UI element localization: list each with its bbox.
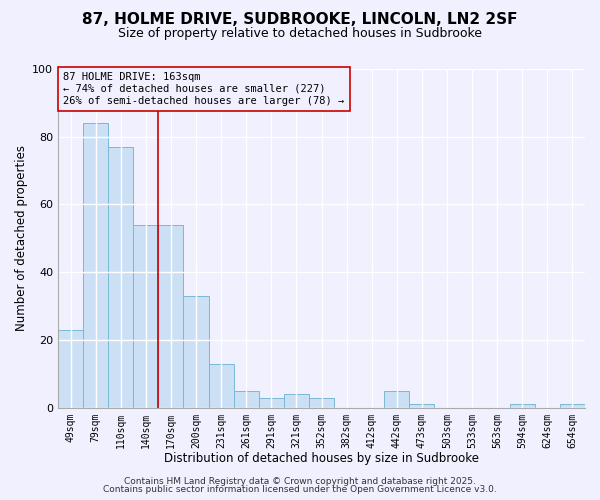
Bar [510,404,535,407]
Bar [259,398,284,407]
Bar [209,364,233,408]
Text: 87, HOLME DRIVE, SUDBROOKE, LINCOLN, LN2 2SF: 87, HOLME DRIVE, SUDBROOKE, LINCOLN, LN2… [82,12,518,28]
Bar [284,394,309,407]
Bar [560,404,585,407]
Text: 87 HOLME DRIVE: 163sqm
← 74% of detached houses are smaller (227)
26% of semi-de: 87 HOLME DRIVE: 163sqm ← 74% of detached… [63,72,344,106]
Bar [58,330,83,407]
X-axis label: Distribution of detached houses by size in Sudbrooke: Distribution of detached houses by size … [164,452,479,465]
Bar [384,391,409,407]
Bar [83,123,108,408]
Text: Contains HM Land Registry data © Crown copyright and database right 2025.: Contains HM Land Registry data © Crown c… [124,477,476,486]
Text: Size of property relative to detached houses in Sudbrooke: Size of property relative to detached ho… [118,28,482,40]
Bar [133,225,158,408]
Bar [158,225,184,408]
Text: Contains public sector information licensed under the Open Government Licence v3: Contains public sector information licen… [103,485,497,494]
Bar [233,391,259,407]
Bar [309,398,334,407]
Bar [184,296,209,408]
Y-axis label: Number of detached properties: Number of detached properties [15,146,28,332]
Bar [108,147,133,407]
Bar [409,404,434,407]
